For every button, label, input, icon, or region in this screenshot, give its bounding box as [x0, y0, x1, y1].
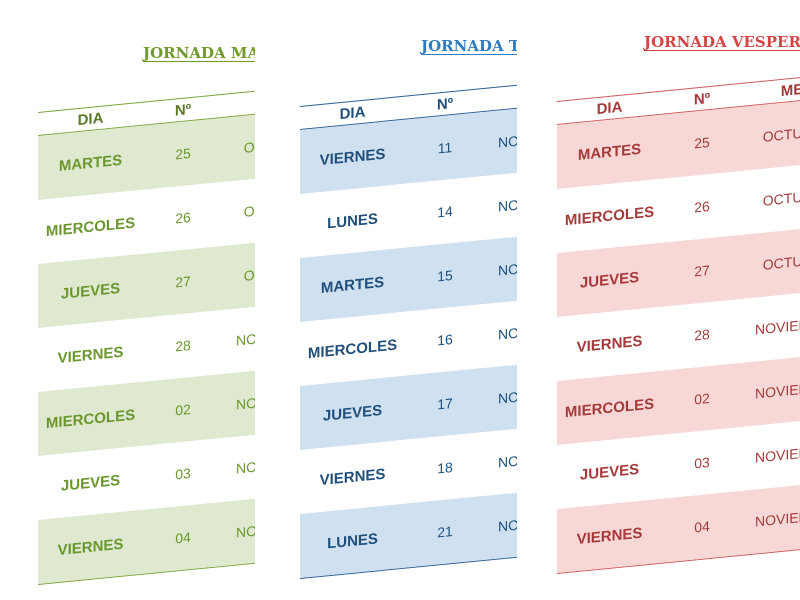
cell-dia: MARTES — [320, 273, 385, 297]
cell-mes: NOVIEMBRE — [754, 441, 800, 466]
schedule-table: DIA Nº MES MARTES 25 OCTUBRE MIERCOLES 2… — [557, 71, 800, 574]
cell-mes: NOVIEMBRE — [235, 324, 255, 349]
cell-dia: JUEVES — [60, 471, 121, 495]
cell-dia: MIERCOLES — [45, 213, 136, 240]
cell-dia: JUEVES — [579, 460, 640, 484]
cell-mes: OCTUBRE — [243, 133, 255, 156]
schedule-panel-morning: JORNADA MAÑANA DIA Nº MES MARTES 25 OCTU… — [0, 0, 255, 600]
cell-mes: NOVIEMBRE — [754, 377, 800, 402]
cell-dia: VIERNES — [57, 343, 124, 367]
cell-mes: NOVIEMBRE — [754, 313, 800, 338]
cell-dia: MIERCOLES — [564, 202, 655, 229]
cell-dia: MARTES — [577, 140, 642, 164]
cell-mes: NOVIEMBRE — [497, 382, 517, 407]
cell-mes: OCTUBRE — [243, 197, 255, 220]
schedule-panel-afternoon: JORNADA TARDE DIA Nº MES VIERNES 11 NOVI… — [255, 0, 517, 600]
panel-title: JORNADA VESPERTINA S — [644, 33, 800, 51]
cell-dia: MIERCOLES — [45, 405, 136, 432]
cell-dia: VIERNES — [576, 332, 643, 356]
schedule-table: DIA Nº MES MARTES 25 OCTUBRE MIERCOLES 2… — [38, 82, 255, 585]
cell-num: 21 — [437, 523, 453, 541]
cell-num: 25 — [694, 134, 710, 152]
cell-dia: VIERNES — [319, 145, 386, 169]
cell-num: 04 — [175, 529, 191, 547]
cell-num: 16 — [437, 331, 453, 349]
cell-num: 28 — [694, 326, 710, 344]
cell-mes: NOVIEMBRE — [497, 126, 517, 151]
schedule-table: DIA Nº MES VIERNES 11 NOVIEMBRE LUNES 14… — [300, 76, 517, 579]
cell-num: 27 — [694, 262, 710, 280]
cell-dia: LUNES — [327, 209, 378, 232]
cell-mes: NOVIEMBRE — [497, 318, 517, 343]
cell-mes: OCTUBRE — [762, 122, 800, 145]
cell-num: 26 — [694, 198, 710, 216]
cell-num: 03 — [175, 465, 191, 483]
cell-num: 03 — [694, 454, 710, 472]
header-mes: MES — [485, 81, 517, 109]
cell-num: 26 — [175, 209, 191, 227]
cell-num: 04 — [694, 518, 710, 536]
cell-dia: MIERCOLES — [307, 335, 398, 362]
cell-dia: MIERCOLES — [564, 394, 655, 421]
cell-dia: JUEVES — [60, 279, 121, 303]
cell-dia: JUEVES — [322, 401, 383, 425]
cell-dia: JUEVES — [579, 268, 640, 292]
cell-mes: NOVIEMBRE — [497, 190, 517, 215]
cell-num: 14 — [437, 203, 453, 221]
panel-title: JORNADA MAÑANA — [143, 44, 255, 62]
cell-dia: MARTES — [58, 151, 123, 175]
cell-dia: LUNES — [327, 529, 378, 552]
cell-num: 18 — [437, 459, 453, 477]
cell-mes: NOVIEMBRE — [754, 505, 800, 530]
cell-mes: NOVIEMBRE — [235, 516, 255, 541]
schedule-panel-evening: JORNADA VESPERTINA S DIA Nº MES MARTES 2… — [517, 0, 800, 600]
header-mes: MES — [223, 87, 255, 115]
cell-dia: VIERNES — [319, 465, 386, 489]
cell-mes: NOVIEMBRE — [497, 446, 517, 471]
cell-num: 02 — [175, 401, 191, 419]
cell-mes: OCTUBRE — [762, 250, 800, 273]
cell-num: 11 — [437, 139, 453, 157]
cell-num: 02 — [694, 390, 710, 408]
header-mes: MES — [780, 79, 800, 100]
cell-mes: NOVIEMBRE — [235, 452, 255, 477]
cell-num: 27 — [175, 273, 191, 291]
cell-mes: NOVIEMBRE — [235, 388, 255, 413]
cell-dia: VIERNES — [57, 535, 124, 559]
cell-num: 15 — [437, 267, 453, 285]
panel-title: JORNADA TARDE — [421, 37, 517, 55]
cell-mes: OCTUBRE — [762, 186, 800, 209]
cell-mes: NOVIEMBRE — [497, 510, 517, 535]
cell-mes: NOVIEMBRE — [497, 254, 517, 279]
cell-num: 25 — [175, 145, 191, 163]
cell-mes: OCTUBRE — [243, 261, 255, 284]
cell-num: 17 — [437, 395, 453, 413]
cell-num: 28 — [175, 337, 191, 355]
cell-dia: VIERNES — [576, 524, 643, 548]
